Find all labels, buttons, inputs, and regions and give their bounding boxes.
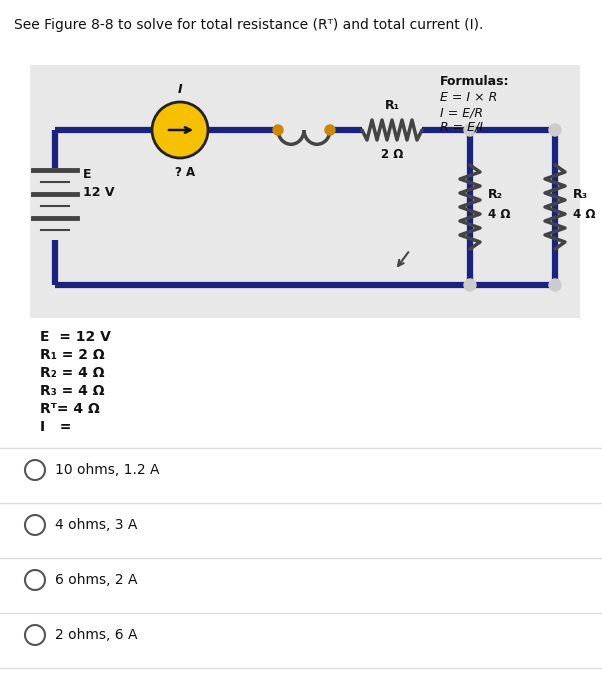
Text: R₂ = 4 Ω: R₂ = 4 Ω [40,366,105,380]
Text: R₁ = 2 Ω: R₁ = 2 Ω [40,348,105,362]
Text: Formulas:: Formulas: [440,75,509,88]
Circle shape [152,102,208,158]
Text: See Figure 8-8 to solve for total resistance (Rᵀ) and total current (I).: See Figure 8-8 to solve for total resist… [14,18,483,32]
Text: I = E/R: I = E/R [440,106,483,119]
Text: E = I × R: E = I × R [440,91,497,104]
Text: 2 ohms, 6 A: 2 ohms, 6 A [55,628,137,642]
Text: R₁: R₁ [385,99,400,112]
Circle shape [273,125,283,135]
Text: 2 Ω: 2 Ω [381,148,403,161]
Text: 4 Ω: 4 Ω [488,209,510,221]
Text: 12 V: 12 V [83,186,114,199]
Text: R₃ = 4 Ω: R₃ = 4 Ω [40,384,105,398]
Text: 6 ohms, 2 A: 6 ohms, 2 A [55,573,137,587]
Text: R₃: R₃ [573,188,588,202]
Circle shape [549,124,561,136]
Circle shape [325,125,335,135]
FancyBboxPatch shape [30,65,580,318]
Circle shape [464,279,476,291]
Circle shape [549,279,561,291]
Text: 4 Ω: 4 Ω [573,209,595,221]
Text: 10 ohms, 1.2 A: 10 ohms, 1.2 A [55,463,160,477]
Text: E  = 12 V: E = 12 V [40,330,111,344]
Text: ? A: ? A [175,166,195,179]
Circle shape [464,124,476,136]
Text: E: E [83,169,92,181]
Text: 4 ohms, 3 A: 4 ohms, 3 A [55,518,137,532]
Text: Rᵀ= 4 Ω: Rᵀ= 4 Ω [40,402,100,416]
Text: R₂: R₂ [488,188,503,202]
Text: I   =: I = [40,420,72,434]
Text: I: I [178,83,182,96]
Text: R = E/I: R = E/I [440,121,483,134]
